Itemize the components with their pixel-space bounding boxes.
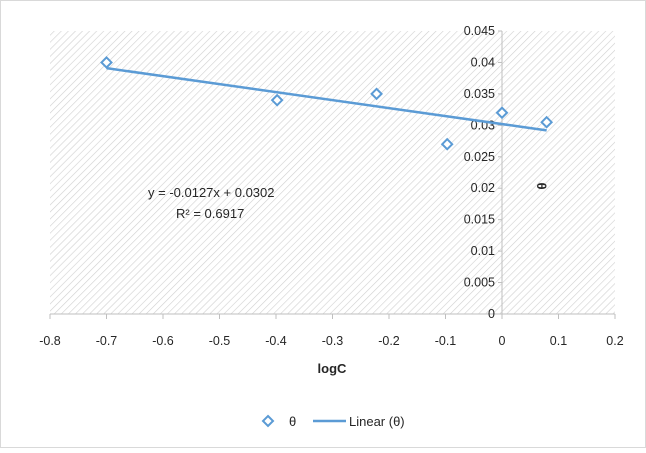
legend: θ Linear (θ)	[261, 414, 405, 429]
x-tick-label: 0.2	[606, 334, 623, 348]
x-tick-label: -0.7	[96, 334, 118, 348]
plot-area	[50, 31, 615, 314]
x-axis-title: logC	[318, 361, 347, 376]
legend-entry-linear: Linear (θ)	[349, 414, 405, 429]
x-tick-label: -0.4	[265, 334, 287, 348]
x-tick-label: -0.2	[378, 334, 400, 348]
x-tick-label: -0.3	[322, 334, 344, 348]
data-point	[495, 106, 509, 120]
y-axis-title: θ	[534, 182, 549, 189]
legend-diamond-marker	[261, 414, 275, 428]
legend-entry-theta: θ	[289, 414, 296, 429]
x-tick-label: 0	[499, 334, 506, 348]
y-tick-label: 0.045	[464, 24, 495, 38]
data-point	[100, 56, 113, 69]
y-tick-label: 0	[488, 307, 495, 321]
y-tick-label: 0.005	[464, 276, 495, 290]
x-tick-label: -0.6	[152, 334, 174, 348]
trendline	[106, 66, 547, 132]
y-tick-label: 0.02	[471, 181, 495, 195]
data-point	[270, 93, 284, 107]
data-point	[370, 87, 383, 101]
x-tick-label: 0.1	[550, 334, 567, 348]
x-tick-label: -0.5	[209, 334, 231, 348]
y-tick-label: 0.025	[464, 150, 495, 164]
x-tick-label: -0.8	[39, 334, 61, 348]
x-tick-label: -0.1	[435, 334, 457, 348]
data-point	[540, 115, 554, 129]
y-tick-label: 0.01	[471, 244, 495, 258]
y-tick-label: 0.015	[464, 213, 495, 227]
y-tick-label: 0.035	[464, 87, 495, 101]
y-tick-label: 0.04	[471, 55, 495, 69]
trendline-r2: R² = 0.6917	[176, 206, 244, 221]
trendline-equation: y = -0.0127x + 0.0302	[148, 185, 274, 200]
data-point	[440, 137, 454, 151]
